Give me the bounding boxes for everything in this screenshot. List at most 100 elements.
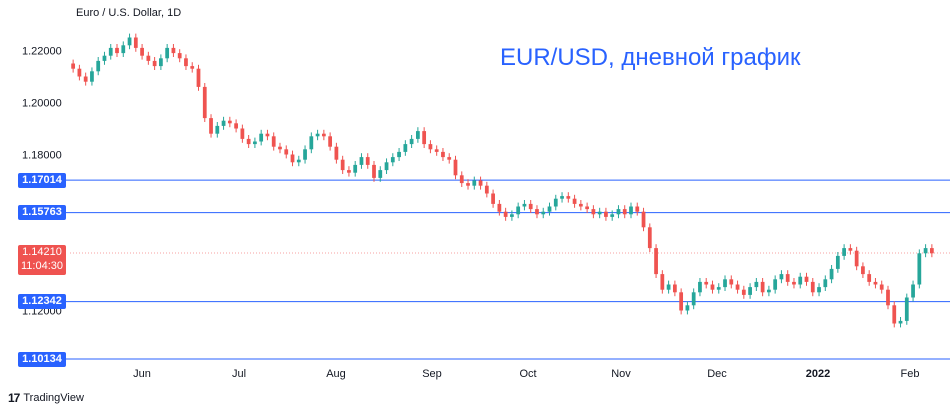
candle-body bbox=[848, 248, 853, 251]
candle-body bbox=[416, 131, 420, 139]
candle-body bbox=[359, 157, 364, 165]
candle-body bbox=[190, 66, 195, 69]
candle-body bbox=[271, 136, 276, 147]
candle-body bbox=[522, 203, 527, 207]
candle-body bbox=[516, 206, 521, 215]
tradingview-logo-icon: 17 bbox=[8, 391, 20, 405]
x-tick-label: Jun bbox=[133, 368, 151, 380]
candle-body bbox=[854, 250, 859, 267]
candle-body bbox=[466, 183, 470, 186]
candle-body bbox=[873, 281, 878, 285]
candle-body bbox=[390, 157, 395, 163]
candle-body bbox=[929, 248, 934, 254]
candle-body bbox=[221, 120, 226, 126]
candle-body bbox=[578, 203, 583, 207]
candle-body bbox=[96, 60, 101, 72]
candle-body bbox=[585, 206, 589, 210]
x-tick-label: Jul bbox=[232, 368, 246, 380]
candle-body bbox=[572, 198, 577, 204]
candle-body bbox=[478, 180, 483, 186]
candle-body bbox=[503, 211, 508, 217]
level-badge: 1.17014 bbox=[18, 172, 66, 188]
candle-body bbox=[710, 284, 715, 290]
candle-body bbox=[510, 214, 514, 217]
candle-body bbox=[879, 284, 884, 290]
tradingview-footer[interactable]: 17 TradingView bbox=[8, 391, 84, 405]
candle-body bbox=[691, 292, 696, 306]
candle-body bbox=[459, 175, 464, 184]
candle-body bbox=[604, 211, 608, 217]
candle-body bbox=[278, 146, 282, 150]
y-tick-label: 1.22000 bbox=[22, 46, 62, 58]
candle-body bbox=[654, 248, 658, 275]
candle-body bbox=[209, 118, 213, 134]
candle-body bbox=[553, 198, 558, 207]
candle-body bbox=[441, 151, 445, 158]
x-tick-label: Dec bbox=[707, 368, 727, 380]
candle-body bbox=[817, 287, 821, 293]
candle-body bbox=[823, 279, 828, 288]
candle-body bbox=[729, 279, 734, 285]
candle-body bbox=[835, 255, 840, 269]
candle-body bbox=[177, 53, 182, 59]
candle-body bbox=[535, 209, 539, 215]
level-badge: 1.15763 bbox=[18, 205, 66, 221]
candle-body bbox=[152, 60, 157, 67]
candle-body bbox=[810, 281, 815, 293]
candle-body bbox=[484, 185, 489, 194]
candle-body bbox=[71, 63, 76, 69]
candle-body bbox=[422, 131, 427, 145]
candle-body bbox=[159, 58, 163, 67]
candle-body bbox=[804, 276, 809, 282]
candle-body bbox=[698, 281, 702, 293]
candle-body bbox=[347, 170, 351, 173]
candle-body bbox=[629, 206, 633, 215]
candle-body bbox=[253, 141, 257, 145]
candle-body bbox=[679, 292, 684, 311]
candle-body bbox=[353, 164, 358, 173]
candle-body bbox=[284, 149, 289, 155]
candle-body bbox=[647, 227, 652, 249]
candle-body bbox=[171, 47, 176, 54]
candle-body bbox=[127, 37, 132, 46]
x-tick-label: Aug bbox=[326, 368, 346, 380]
candle-body bbox=[917, 253, 922, 285]
candle-body bbox=[378, 170, 383, 178]
candle-body bbox=[491, 193, 495, 204]
candle-body bbox=[898, 320, 903, 324]
candle-body bbox=[296, 159, 301, 163]
candle-body bbox=[140, 47, 144, 56]
x-tick-label: Nov bbox=[611, 368, 631, 380]
candle-body bbox=[547, 206, 552, 212]
candle-body bbox=[365, 157, 370, 165]
candle-body bbox=[428, 144, 433, 150]
candle-body bbox=[234, 123, 238, 129]
candle-body bbox=[102, 55, 107, 61]
candle-body bbox=[741, 289, 746, 295]
candle-body bbox=[829, 268, 834, 280]
candle-body bbox=[911, 284, 915, 298]
current-price-badge: 1.14210 11:04:30 bbox=[18, 245, 66, 275]
candle-body bbox=[315, 133, 320, 137]
x-tick-label: Oct bbox=[519, 368, 536, 380]
candle-body bbox=[447, 157, 452, 160]
candle-body bbox=[321, 133, 326, 137]
candle-body bbox=[90, 71, 94, 82]
candle-body bbox=[184, 58, 188, 67]
candle-body bbox=[528, 203, 533, 210]
x-tick-label: 2022 bbox=[806, 368, 830, 380]
candle-body bbox=[384, 162, 389, 171]
candle-body bbox=[227, 120, 232, 124]
candle-body bbox=[434, 149, 439, 152]
candle-body bbox=[904, 297, 909, 321]
candle-body bbox=[196, 68, 201, 87]
y-tick-label: 1.18000 bbox=[22, 150, 62, 162]
candle-body bbox=[748, 287, 752, 295]
candle-body bbox=[760, 281, 765, 293]
candle-body bbox=[867, 274, 872, 282]
candle-body bbox=[146, 55, 151, 61]
candle-body bbox=[328, 136, 333, 147]
candle-body bbox=[202, 86, 207, 119]
level-badge: 1.12342 bbox=[18, 294, 66, 310]
